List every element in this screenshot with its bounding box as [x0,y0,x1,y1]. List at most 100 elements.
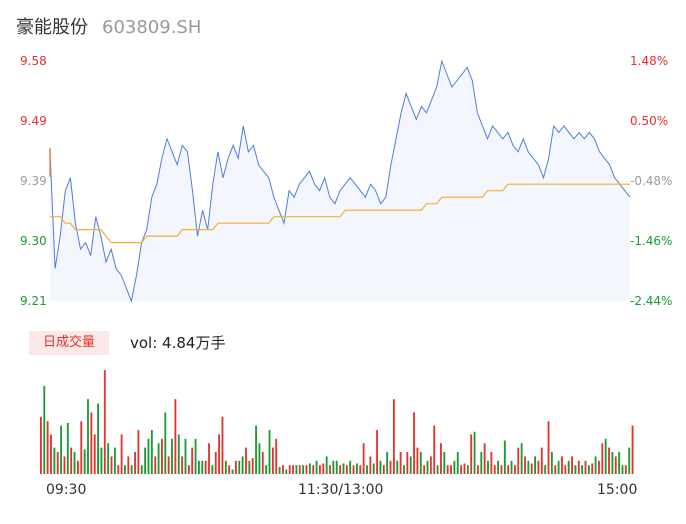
volume-bar [120,434,123,474]
volume-bar [241,456,244,474]
volume-bar [483,443,486,474]
volume-bar [500,465,503,474]
volume-bar [285,469,288,474]
volume-bar [403,465,405,474]
volume-bar [255,425,257,474]
volume-bar [208,443,210,474]
volume-bar [406,452,409,474]
volume-bar [157,443,160,474]
volume-bar [234,460,237,474]
volume-bar [513,465,516,474]
volume-bar [359,465,362,474]
volume-bar [87,399,89,474]
volume-bar [413,412,415,474]
volume-bar [631,425,634,474]
volume-bar [409,456,412,474]
volume-bar [302,465,305,474]
volume-bar [83,449,86,474]
volume-bar [594,456,597,474]
volume-bar [396,460,399,474]
volume-bar [520,443,523,474]
volume-bar [43,386,46,474]
volume-bar [537,460,540,474]
volume-bar [238,460,241,474]
volume-bar [477,465,479,474]
pct-tick-label: -0.48% [630,174,673,188]
volume-bar [349,460,352,474]
volume-bar [608,447,610,474]
volume-bar [167,456,170,474]
volume-bar [191,447,194,474]
volume-bar [419,452,422,474]
volume-bar [534,456,536,474]
volume-bar [376,430,379,474]
volume-bar [460,465,463,474]
volume-bar [443,452,446,474]
volume-bar [201,460,204,474]
time-label-midday: 11:30/13:00 [298,482,384,498]
volume-bar [372,463,375,474]
price-tick-label: 9.39 [20,174,47,188]
volume-bar [544,465,547,474]
volume-bar [433,425,436,474]
volume-bar [315,460,318,474]
volume-bar [540,447,543,474]
volume-bar [379,460,382,474]
volume-bar [288,465,291,474]
volume-bar [50,434,52,474]
pct-tick-label: -1.46% [630,234,673,248]
volume-bar [577,460,580,474]
volume-bar [177,434,180,474]
volume-bar [251,458,254,474]
volume-bar [221,416,224,474]
volume-bar [446,465,449,474]
volume-bar [345,465,348,474]
volume-bar [63,456,66,474]
volume-bar [510,460,513,474]
volume-bar [574,465,577,474]
volume-bar [248,460,251,474]
volume-bar [161,438,163,474]
volume-bar [53,447,56,474]
volume-bar [228,465,231,474]
pct-tick-label: -2.44% [630,294,673,308]
volume-bar [214,452,217,474]
volume-bar [581,465,584,474]
volume-bar [473,431,476,474]
volume-bar [117,465,120,474]
volume-bar [308,463,311,474]
volume-bar [211,465,214,474]
volume-bar [124,465,126,474]
volume-bar [624,465,627,474]
volume-bar [339,465,342,474]
volume-bar [389,460,392,474]
price-plot [49,59,631,303]
pct-tick-label: 0.50% [630,114,669,128]
volume-bar [130,465,133,474]
volume-bar [231,469,234,474]
volume-bar [554,465,557,474]
volume-bar [332,460,335,474]
volume-bar [187,465,190,474]
volume-bar [497,460,500,474]
volume-bar [134,452,136,474]
volume-bar [440,443,442,474]
volume-bar [423,465,426,474]
volume-bar [181,456,184,474]
volume-bar [80,421,83,474]
stock-name: 豪能股份 [16,17,88,38]
volume-bar [366,465,368,474]
volume-bar [342,463,345,474]
volume-bar [352,465,355,474]
volume-bar [76,460,79,474]
volume-bar [507,465,510,474]
volume-bar [453,460,456,474]
volume-bar [584,460,587,474]
volume-bar [550,452,553,474]
volume-bar [224,460,227,474]
volume-bar [587,465,590,474]
volume-bar [245,447,247,474]
volume-bar [258,443,261,474]
volume-bar [70,447,73,474]
